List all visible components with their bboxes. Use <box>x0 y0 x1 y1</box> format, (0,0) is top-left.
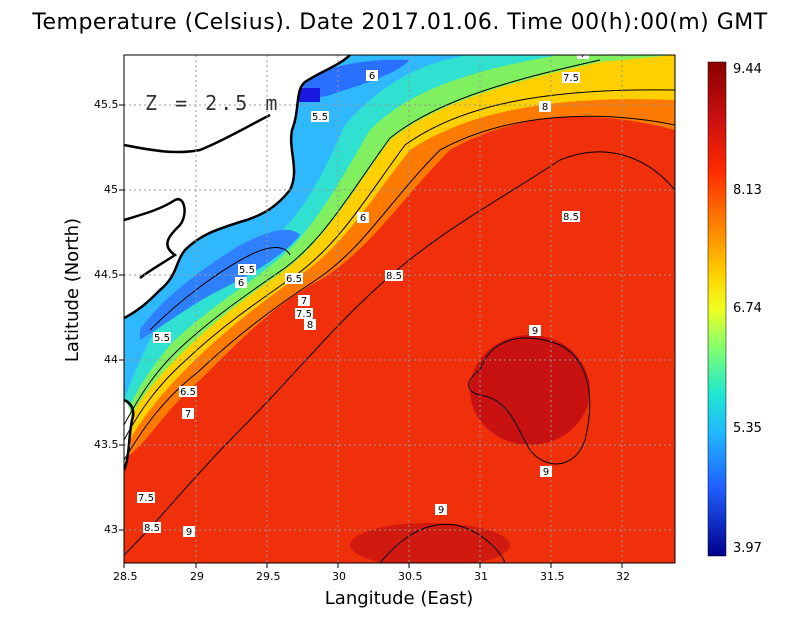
x-tick-label: 29 <box>190 570 204 583</box>
svg-text:6: 6 <box>369 71 375 82</box>
x-tick-label: 32 <box>616 570 630 583</box>
svg-text:7.5: 7.5 <box>563 73 579 84</box>
colorbar <box>707 61 727 557</box>
svg-text:7.5: 7.5 <box>296 309 312 320</box>
colorbar-label: 9.44 <box>733 62 762 77</box>
svg-text:8.5: 8.5 <box>144 523 160 534</box>
colorbar-label: 5.35 <box>733 421 762 436</box>
y-axis-label: Latitude (North) <box>62 217 83 363</box>
svg-text:6.5: 6.5 <box>286 274 302 285</box>
svg-text:7: 7 <box>301 296 307 307</box>
sea-temperature-field: Z = 2.5 m 6 7.5 7 8 5.5 6 8.5 5.5 6 6.5 … <box>124 49 675 563</box>
x-tick-label: 30 <box>332 570 346 583</box>
axis-ticks <box>119 104 623 568</box>
svg-text:6: 6 <box>360 213 366 224</box>
land-bulgaria <box>124 400 131 470</box>
x-tick-label: 30.5 <box>398 570 423 583</box>
x-tick-label: 31 <box>474 570 488 583</box>
svg-text:6: 6 <box>238 278 244 289</box>
x-axis-label: Langitude (East) <box>324 588 474 609</box>
svg-text:7: 7 <box>185 409 191 420</box>
contour-labels: 6 7.5 7 8 5.5 6 8.5 5.5 6 6.5 8.5 7 7.5 … <box>137 49 589 538</box>
warm-core-patch <box>470 335 590 445</box>
warm-patch-south <box>350 523 510 563</box>
coastline-limans <box>124 113 271 279</box>
svg-text:8.5: 8.5 <box>563 212 579 223</box>
svg-text:7.5: 7.5 <box>138 493 154 504</box>
svg-text:8: 8 <box>542 102 548 113</box>
colorbar-label: 6.74 <box>733 301 762 316</box>
svg-text:5.5: 5.5 <box>312 112 328 123</box>
svg-text:6.5: 6.5 <box>180 387 196 398</box>
blue-patch-north <box>300 59 410 97</box>
depth-label: Z = 2.5 m <box>145 91 280 115</box>
svg-text:7: 7 <box>580 49 586 60</box>
blue-patch-west <box>140 229 300 340</box>
y-tick-label: 43.5 <box>94 438 119 451</box>
y-tick-label: 43 <box>104 523 118 536</box>
svg-text:9: 9 <box>186 527 192 538</box>
svg-text:9: 9 <box>543 467 549 478</box>
x-tick-label: 29.5 <box>256 570 281 583</box>
x-tick-label: 31.5 <box>540 570 565 583</box>
svg-text:5.5: 5.5 <box>239 265 255 276</box>
y-tick-label: 44 <box>104 353 118 366</box>
coastline-north <box>124 55 351 320</box>
svg-text:5.5: 5.5 <box>154 333 170 344</box>
svg-text:9: 9 <box>438 505 444 516</box>
plot-frame <box>123 54 676 564</box>
svg-text:9: 9 <box>532 326 538 337</box>
y-tick-label: 45.5 <box>94 98 119 111</box>
coastline-west <box>124 398 135 471</box>
svg-text:8.5: 8.5 <box>386 271 402 282</box>
y-tick-label: 45 <box>104 183 118 196</box>
colorbar-label: 3.97 <box>733 541 762 556</box>
map-title: Temperature (Celsius). Date 2017.01.06. … <box>32 10 768 35</box>
y-tick-label: 44.5 <box>94 268 119 281</box>
colorbar-label: 8.13 <box>733 183 762 198</box>
svg-text:8: 8 <box>307 320 313 331</box>
dark-blue-spot-2 <box>296 88 320 102</box>
x-tick-label: 28.5 <box>113 570 138 583</box>
